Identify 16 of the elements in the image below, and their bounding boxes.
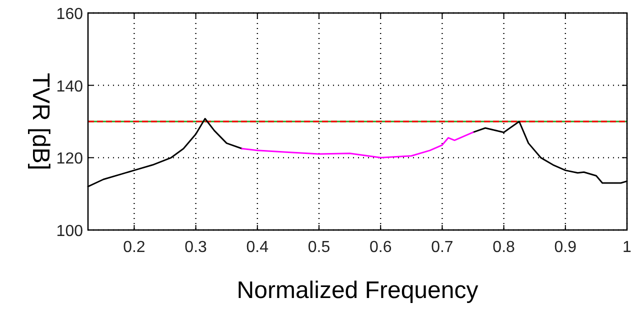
y-tick-label: 140 [56,78,84,96]
x-tick-label: 0.6 [369,239,392,256]
x-axis-title: Normalized Frequency [236,277,478,304]
y-tick-label: 120 [56,150,84,168]
x-tick-label: 0.9 [554,239,577,256]
x-tick-label: 0.2 [123,239,146,256]
x-tick-label: 1 [622,239,632,256]
x-tick-label: 0.3 [184,239,208,256]
y-tick-label: 160 [56,6,84,23]
x-tick-label: 0.7 [431,239,454,256]
y-tick-label: 100 [56,223,84,240]
line-series [241,132,474,158]
y-axis-title: TVR [dB] [27,72,54,170]
x-tick-label: 0.8 [492,239,516,256]
x-tick-label: 0.5 [308,239,330,256]
x-tick-label: 0.4 [246,239,269,256]
